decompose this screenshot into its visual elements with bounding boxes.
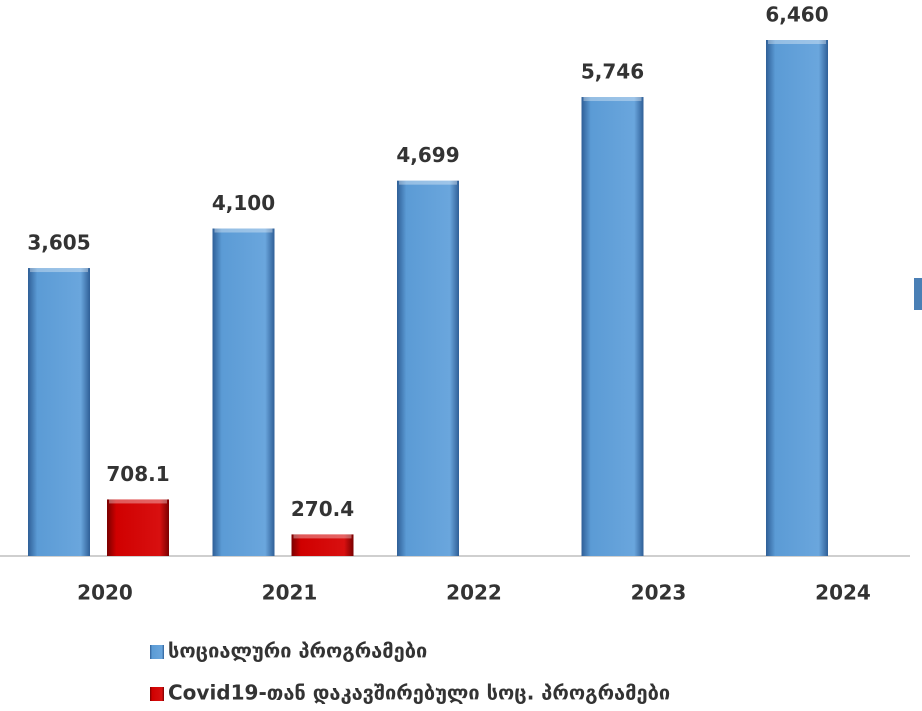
bar-top <box>768 40 826 44</box>
legend-label: სოციალური პროგრამები <box>168 639 427 663</box>
bar-top <box>399 180 457 185</box>
bar <box>107 499 169 556</box>
bar-top <box>293 534 352 539</box>
x-tick-label: 2021 <box>262 581 318 605</box>
x-tick-label: 2023 <box>631 581 687 605</box>
value-label: 4,100 <box>212 191 275 215</box>
bar <box>766 40 828 556</box>
bar <box>581 97 644 556</box>
clipped-shape <box>914 278 922 310</box>
legend-swatch <box>150 645 164 659</box>
value-label: 708.1 <box>106 462 169 486</box>
value-label: 4,699 <box>396 143 459 167</box>
x-tick-label: 2024 <box>815 581 871 605</box>
x-tick-label: 2022 <box>446 581 502 605</box>
bar <box>397 180 459 556</box>
value-label: 270.4 <box>291 497 354 521</box>
bar-top <box>214 228 273 233</box>
bar <box>28 268 90 556</box>
value-label: 6,460 <box>765 3 828 27</box>
x-tick-label: 2020 <box>77 581 133 605</box>
bar <box>212 228 275 556</box>
value-label: 5,746 <box>581 60 644 84</box>
bar <box>291 534 354 556</box>
bar-top <box>109 499 167 504</box>
bar-top <box>30 268 88 273</box>
value-label: 3,605 <box>27 231 90 255</box>
legend-label: Covid19-თან დაკავშირებული სოც. პროგრამებ… <box>168 681 670 705</box>
legend-swatch <box>150 687 164 701</box>
bar-top <box>583 97 642 102</box>
